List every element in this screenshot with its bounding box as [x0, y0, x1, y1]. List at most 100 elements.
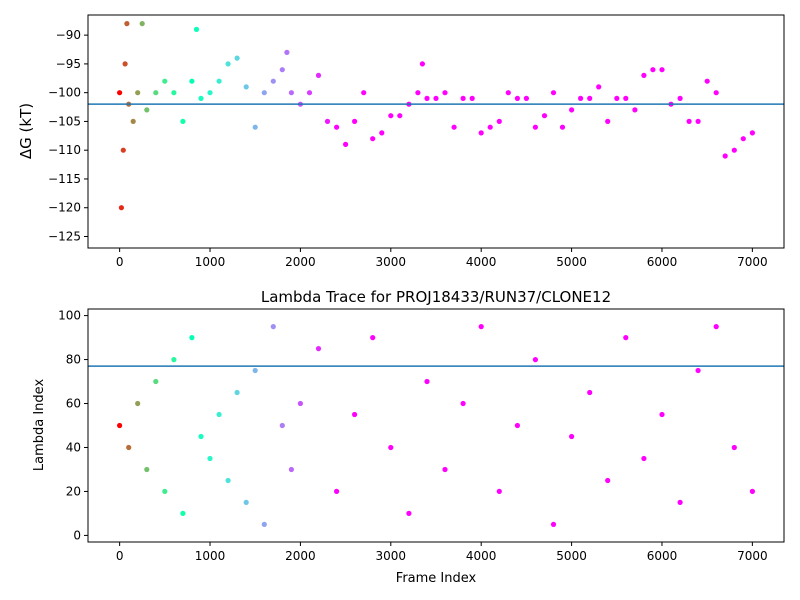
data-point	[135, 90, 141, 96]
x-tick-label: 6000	[647, 255, 678, 269]
data-point	[198, 433, 204, 440]
data-point	[343, 141, 349, 147]
data-point	[288, 466, 294, 473]
data-point	[641, 72, 647, 78]
data-point	[623, 95, 629, 101]
y-tick-label: −95	[56, 57, 81, 71]
data-point	[740, 136, 746, 142]
data-point	[605, 477, 611, 484]
y-tick-label: 40	[66, 440, 81, 454]
data-point	[144, 466, 150, 473]
y-tick-label: −125	[48, 229, 81, 243]
data-point	[252, 124, 258, 130]
data-point	[135, 400, 141, 407]
data-point	[153, 90, 159, 96]
data-point	[424, 95, 430, 101]
data-point	[279, 422, 285, 429]
data-point	[352, 118, 358, 124]
data-point	[153, 378, 159, 385]
data-point	[532, 124, 539, 130]
y-tick-label: −115	[48, 172, 81, 186]
y-tick-label: 80	[66, 353, 81, 367]
y-tick-label: 60	[66, 397, 81, 411]
data-point	[117, 422, 123, 429]
data-point	[270, 324, 276, 330]
data-point	[659, 67, 665, 73]
data-point	[550, 90, 557, 96]
data-point	[587, 389, 593, 396]
data-point	[397, 113, 403, 119]
lambda-y-axis-label: Lambda Index	[32, 379, 47, 472]
x-tick-label: 5000	[556, 255, 587, 269]
delta-g-x-ticks: 0 1000 2000 3000 4000 5000 6000 7000	[116, 248, 768, 269]
data-point	[180, 510, 186, 516]
data-point	[731, 147, 737, 153]
data-point	[686, 118, 692, 124]
x-tick-label: 6000	[647, 549, 678, 563]
data-point	[279, 67, 285, 73]
data-point	[641, 455, 647, 462]
data-point	[388, 113, 394, 119]
x-tick-label: 5000	[556, 549, 587, 563]
data-point	[370, 136, 376, 142]
data-point	[406, 510, 412, 516]
data-point	[388, 444, 394, 451]
data-point	[569, 107, 575, 113]
data-point	[189, 335, 195, 341]
data-point	[306, 90, 313, 96]
data-point	[532, 357, 539, 363]
data-point	[505, 90, 511, 96]
data-point	[569, 433, 575, 440]
data-point	[225, 61, 231, 67]
data-point	[216, 78, 222, 84]
data-point	[315, 346, 322, 352]
x-tick-label: 1000	[195, 255, 226, 269]
lambda-x-ticks: 0 1000 2000 3000 4000 5000 6000 7000	[116, 542, 768, 563]
data-point	[207, 455, 213, 462]
data-point	[587, 95, 593, 101]
data-point	[424, 378, 430, 385]
x-tick-label: 4000	[466, 255, 497, 269]
data-point	[352, 411, 358, 418]
data-point	[315, 72, 322, 78]
y-tick-label: −100	[48, 86, 81, 100]
data-point	[234, 55, 240, 61]
data-point	[460, 95, 466, 101]
data-point	[207, 90, 213, 96]
data-point	[198, 95, 204, 101]
y-tick-label: 0	[73, 528, 81, 542]
y-tick-label: −105	[48, 114, 81, 128]
x-tick-label: 3000	[376, 255, 407, 269]
data-point	[650, 67, 656, 73]
data-point	[162, 78, 168, 84]
data-point	[514, 95, 521, 101]
data-point	[695, 367, 701, 374]
data-point	[216, 411, 222, 418]
data-point	[433, 95, 439, 101]
delta-g-points	[117, 21, 756, 211]
data-point	[225, 477, 231, 484]
y-tick-label: 100	[58, 309, 81, 323]
data-point	[361, 90, 367, 96]
data-point	[559, 124, 566, 130]
data-point	[677, 95, 683, 101]
y-tick-label: −110	[48, 143, 81, 157]
lambda-y-ticks: 0 20 40 60 80 100	[58, 309, 88, 542]
data-point	[284, 49, 290, 56]
y-tick-label: −90	[56, 28, 81, 42]
data-point	[171, 90, 177, 96]
data-point	[496, 488, 502, 494]
delta-g-panel: 0 1000 2000 3000 4000 5000 6000 7000 −90 −95 −100…	[17, 14, 785, 269]
data-point	[126, 444, 132, 451]
data-point	[189, 78, 195, 84]
data-point	[632, 107, 638, 113]
data-point	[122, 61, 128, 67]
data-point	[243, 84, 249, 90]
data-point	[252, 367, 258, 374]
data-point	[623, 335, 629, 341]
x-tick-label: 2000	[285, 255, 316, 269]
x-tick-label: 7000	[737, 255, 768, 269]
data-point	[695, 118, 701, 124]
x-tick-label: 3000	[376, 549, 407, 563]
